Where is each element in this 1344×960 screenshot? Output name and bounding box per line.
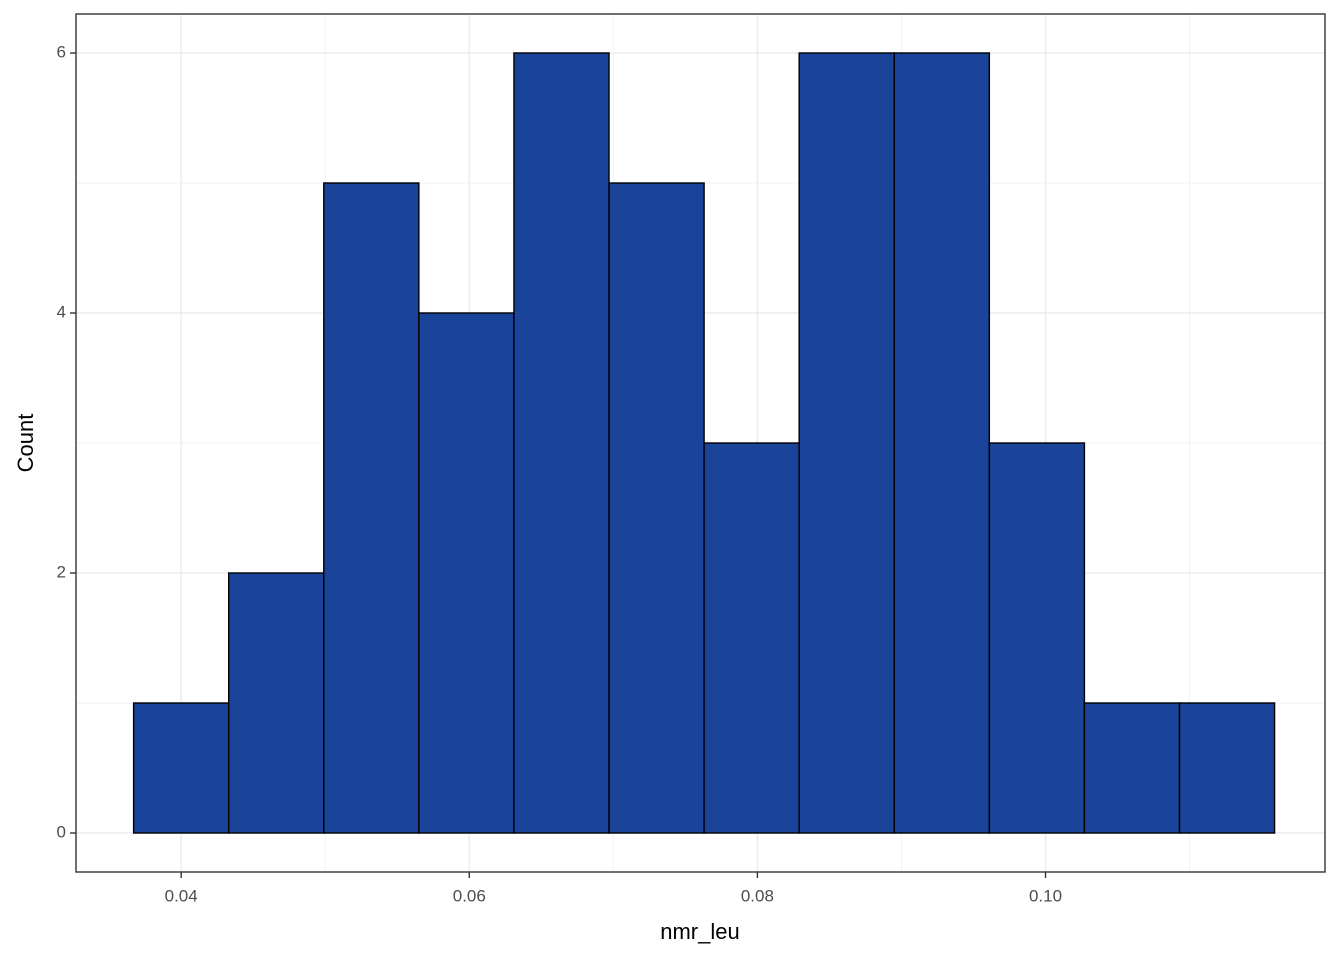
bar: [1083, 702, 1181, 834]
y-axis-title: Count: [13, 414, 38, 473]
bar: [608, 182, 705, 834]
x-axis-title: nmr_leu: [660, 919, 739, 944]
bar: [418, 312, 515, 834]
y-tick-label: 4: [57, 302, 66, 321]
bar: [988, 442, 1086, 834]
y-tick-label: 2: [57, 562, 66, 581]
panel-border: [75, 13, 1326, 873]
bar: [228, 572, 325, 834]
x-tick-label: 0.10: [1029, 886, 1062, 905]
x-tick-label: 0.08: [741, 886, 774, 905]
bar: [703, 442, 800, 834]
bar: [323, 182, 420, 834]
x-tick-label: 0.06: [453, 886, 486, 905]
y-tick-label: 6: [57, 42, 66, 61]
bar: [1178, 702, 1276, 834]
y-tick-label: 0: [57, 822, 66, 841]
bar: [132, 702, 230, 834]
bar: [513, 52, 610, 834]
x-tick-label: 0.04: [165, 886, 198, 905]
bar: [893, 52, 991, 834]
bar: [798, 52, 895, 834]
